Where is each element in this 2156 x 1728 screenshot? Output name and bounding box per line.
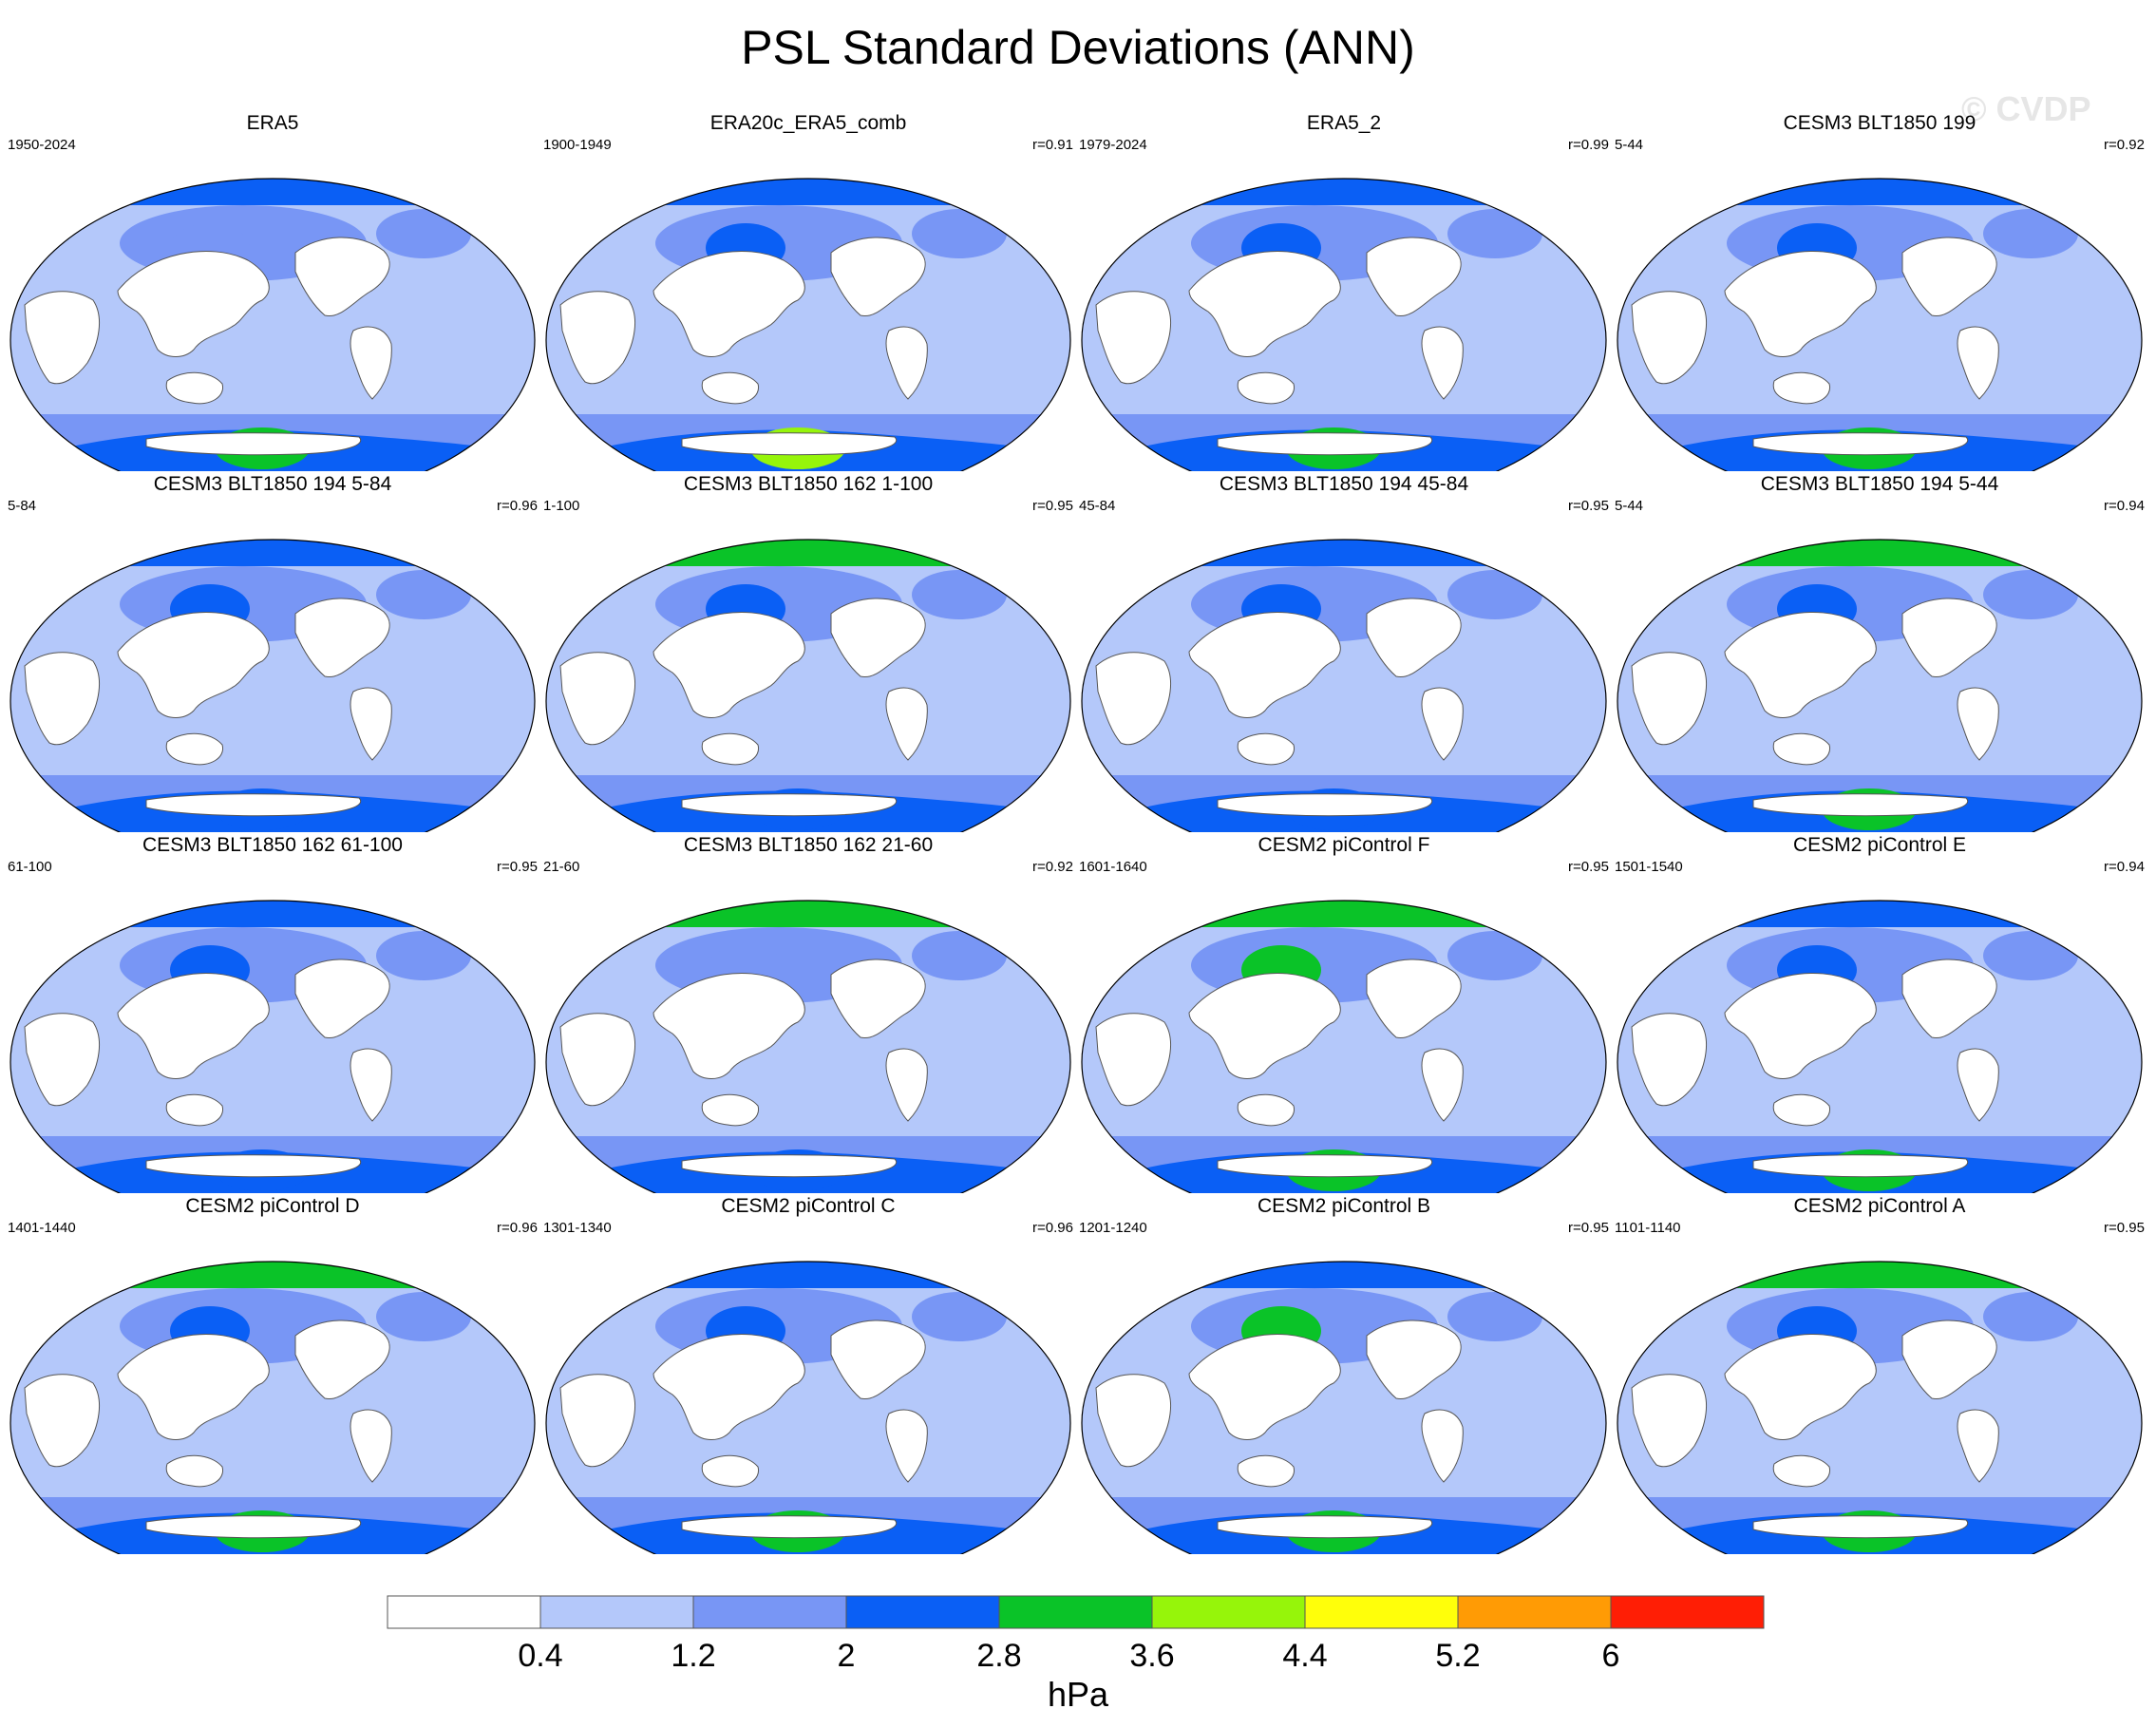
- colorbar-swatch: [1610, 1595, 1765, 1629]
- panel-years: 1-100: [543, 498, 580, 514]
- panel-years: 5-84: [8, 498, 37, 514]
- panel-title: CESM2 piControl B: [1257, 1195, 1431, 1217]
- map-svg: [9, 178, 536, 471]
- map-svg: [9, 539, 536, 832]
- panel-correlation: r=0.96: [1032, 1220, 1073, 1236]
- map-panel: CESM2 piControl B 1201-1240 r=0.95: [1077, 1193, 1611, 1554]
- panel-years: 1201-1240: [1079, 1220, 1147, 1236]
- map-svg: [1081, 900, 1607, 1193]
- panel-correlation: r=0.91: [1032, 137, 1073, 153]
- map-panel: CESM3 BLT1850 162 21-60 21-60 r=0.92: [541, 832, 1075, 1193]
- panel-title: CESM3 BLT1850 194 5-44: [1760, 473, 1999, 495]
- map-svg: [1081, 1261, 1607, 1554]
- colorbar-tick-label: 2.8: [976, 1638, 1021, 1674]
- map-svg: [1617, 900, 2143, 1193]
- panel-title: ERA5: [246, 112, 299, 134]
- map-panel: CESM2 piControl F 1601-1640 r=0.95: [1077, 832, 1611, 1193]
- map-svg: [1081, 539, 1607, 832]
- panel-correlation: r=0.95: [1568, 498, 1609, 514]
- panel-title: CESM2 piControl F: [1258, 834, 1430, 856]
- panel-correlation: r=0.92: [2104, 137, 2145, 153]
- panel-years: 1501-1540: [1615, 859, 1683, 875]
- colorbar-tick-label: 1.2: [671, 1638, 715, 1674]
- colorbar-swatch: [539, 1595, 694, 1629]
- panel-correlation: r=0.92: [1032, 859, 1073, 875]
- panel-correlation: r=0.95: [1568, 1220, 1609, 1236]
- map-panel: CESM2 piControl C 1301-1340 r=0.96: [541, 1193, 1075, 1554]
- colorbar-swatch: [692, 1595, 847, 1629]
- map-svg: [545, 900, 1071, 1193]
- colorbar-swatch: [1151, 1595, 1306, 1629]
- map-svg: [9, 900, 536, 1193]
- panel-correlation: r=0.99: [1568, 137, 1609, 153]
- map-panel: CESM2 piControl A 1101-1140 r=0.95: [1613, 1193, 2147, 1554]
- colorbar-swatch: [387, 1595, 541, 1629]
- map-panel: CESM2 piControl D 1401-1440 r=0.96: [6, 1193, 539, 1554]
- colorbar-tick-label: 6: [1602, 1638, 1620, 1674]
- panel-years: 5-44: [1615, 137, 1644, 153]
- colorbar-swatch: [845, 1595, 1000, 1629]
- map-svg: [545, 178, 1071, 471]
- panel-correlation: r=0.94: [2104, 498, 2145, 514]
- map-panel: CESM3 BLT1850 194 5-44 5-44 r=0.94: [1613, 471, 2147, 832]
- colorbar-swatch: [998, 1595, 1153, 1629]
- panel-years: 1979-2024: [1079, 137, 1147, 153]
- panel-title: ERA5_2: [1306, 112, 1382, 134]
- panel-years: 45-84: [1079, 498, 1116, 514]
- map-svg: [1081, 178, 1607, 471]
- panel-years: 1401-1440: [8, 1220, 76, 1236]
- colorbar-swatch: [1304, 1595, 1459, 1629]
- colorbar-tick-label: 4.4: [1282, 1638, 1327, 1674]
- map-svg: [1617, 178, 2143, 471]
- map-panel: ERA5 1950-2024: [6, 110, 539, 471]
- map-svg: [1617, 1261, 2143, 1554]
- colorbar-unit-label: hPa: [1048, 1675, 1109, 1714]
- panel-title: CESM3 BLT1850 162 61-100: [142, 834, 403, 856]
- colorbar-tick-label: 0.4: [518, 1638, 562, 1674]
- map-panel: CESM3 BLT1850 194 5-84 5-84 r=0.96: [6, 471, 539, 832]
- map-panel: CESM3 BLT1850 194 45-84 45-84 r=0.95: [1077, 471, 1611, 832]
- map-panel: CESM3 BLT1850 162 1-100 1-100 r=0.95: [541, 471, 1075, 832]
- panel-years: 1101-1140: [1615, 1220, 1681, 1236]
- colorbar-tick-label: 2: [838, 1638, 856, 1674]
- colorbar-tick-label: 5.2: [1435, 1638, 1480, 1674]
- panel-correlation: r=0.96: [497, 1220, 538, 1236]
- map-svg: [545, 539, 1071, 832]
- map-panel: ERA20c_ERA5_comb 1900-1949 r=0.91: [541, 110, 1075, 471]
- map-panel: ERA5_2 1979-2024 r=0.99: [1077, 110, 1611, 471]
- panel-correlation: r=0.95: [1032, 498, 1073, 514]
- watermark: © CVDP: [1961, 89, 2091, 128]
- panel-title: CESM2 piControl A: [1793, 1195, 1966, 1217]
- panel-years: 1950-2024: [8, 137, 76, 153]
- panel-title: CESM2 piControl D: [185, 1195, 360, 1217]
- panel-correlation: r=0.95: [1568, 859, 1609, 875]
- panel-years: 1601-1640: [1079, 859, 1147, 875]
- map-svg: [1617, 539, 2143, 832]
- panel-title: CESM3 BLT1850 162 21-60: [683, 834, 934, 856]
- panel-years: 21-60: [543, 859, 580, 875]
- panel-correlation: r=0.95: [2104, 1220, 2145, 1236]
- panel-years: 5-44: [1615, 498, 1644, 514]
- map-panel: CESM3 BLT1850 162 61-100 61-100 r=0.95: [6, 832, 539, 1193]
- panel-title: CESM2 piControl C: [721, 1195, 896, 1217]
- panel-years: 1900-1949: [543, 137, 612, 153]
- panel-title: CESM3 BLT1850 194 5-84: [153, 473, 392, 495]
- panel-title: CESM3 BLT1850 162 1-100: [683, 473, 934, 495]
- panel-years: 61-100: [8, 859, 52, 875]
- panel-correlation: r=0.94: [2104, 859, 2145, 875]
- panel-correlation: r=0.96: [497, 498, 538, 514]
- panel-correlation: r=0.95: [497, 859, 538, 875]
- map-svg: [9, 1261, 536, 1554]
- map-svg: [545, 1261, 1071, 1554]
- panel-years: 1301-1340: [543, 1220, 612, 1236]
- colorbar-swatch: [1457, 1595, 1612, 1629]
- panel-title: CESM2 piControl E: [1792, 834, 1967, 856]
- panel-title: ERA20c_ERA5_comb: [709, 112, 907, 134]
- panel-title: CESM3 BLT1850 194 45-84: [1219, 473, 1469, 495]
- map-panel: CESM3 BLT1850 199 5-44 r=0.92: [1613, 110, 2147, 471]
- colorbar-tick-label: 3.6: [1129, 1638, 1174, 1674]
- figure-title: PSL Standard Deviations (ANN): [741, 21, 1415, 74]
- map-panel: CESM2 piControl E 1501-1540 r=0.94: [1613, 832, 2147, 1193]
- panel-title: CESM3 BLT1850 199: [1783, 112, 1976, 134]
